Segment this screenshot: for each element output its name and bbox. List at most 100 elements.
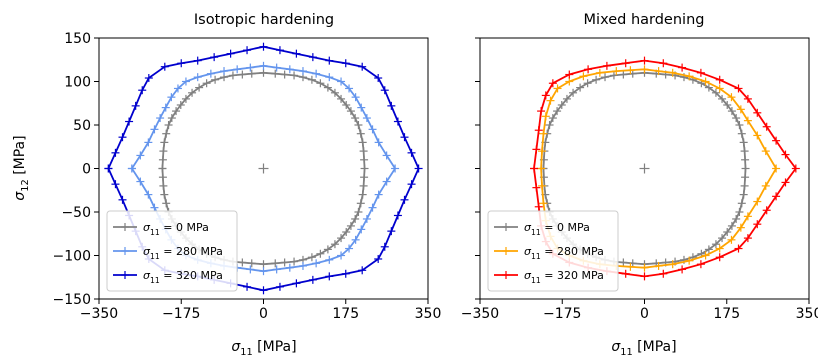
- data-point: [144, 74, 153, 83]
- data-point: [640, 263, 649, 272]
- data-point: [362, 214, 371, 223]
- data-point: [583, 79, 592, 88]
- axis-ticks: −350 −175 0 175 350: [461, 37, 818, 322]
- data-point: [195, 83, 204, 92]
- data-point: [602, 61, 611, 70]
- data-point: [701, 251, 710, 260]
- data-point: [626, 262, 635, 271]
- y-tick-label: 0: [82, 162, 91, 178]
- data-point: [711, 88, 720, 97]
- data-point: [791, 164, 800, 173]
- data-point: [640, 56, 649, 65]
- data-point: [272, 265, 281, 274]
- data-point: [678, 265, 687, 274]
- data-point: [298, 261, 307, 270]
- data-point: [246, 63, 255, 72]
- data-point: [654, 67, 663, 76]
- data-point: [337, 77, 346, 86]
- data-point: [220, 67, 229, 76]
- data-point: [548, 114, 557, 123]
- legend-label: σ11 = 0 MPa: [143, 221, 209, 237]
- data-point: [739, 190, 748, 199]
- data-point: [358, 62, 367, 71]
- chart-title: Isotropic hardening: [194, 12, 334, 28]
- data-point: [193, 56, 202, 65]
- legend-item: σ11 = 280 MPa: [494, 245, 604, 261]
- data-point: [210, 53, 219, 62]
- data-point: [144, 190, 153, 199]
- data-point: [358, 266, 367, 275]
- data-point: [159, 181, 168, 190]
- data-point: [619, 70, 628, 79]
- data-point: [727, 93, 736, 102]
- data-point: [325, 56, 334, 65]
- center-marker: [258, 163, 269, 174]
- data-point: [640, 272, 649, 281]
- data-point: [685, 256, 694, 265]
- data-point: [275, 46, 284, 55]
- y-tick-label: 50: [73, 118, 91, 134]
- data-point: [351, 214, 360, 223]
- data-point: [739, 138, 748, 147]
- data-point: [158, 155, 167, 164]
- data-point: [668, 260, 677, 269]
- data-point: [741, 155, 750, 164]
- data-point: [243, 282, 252, 291]
- data-point: [541, 91, 550, 100]
- data-point: [259, 267, 268, 276]
- data-point: [565, 70, 574, 79]
- data-point: [737, 199, 746, 208]
- data-point: [362, 114, 371, 123]
- y-tick-label: 100: [64, 75, 91, 91]
- data-point: [172, 107, 181, 116]
- data-point: [659, 269, 668, 278]
- x-tick-label: −175: [162, 306, 200, 322]
- data-point: [131, 101, 140, 110]
- data-point: [111, 180, 120, 189]
- data-point: [259, 61, 268, 70]
- legend-item: σ11 = 0 MPa: [113, 221, 209, 237]
- data-point: [621, 59, 630, 68]
- data-point: [167, 114, 176, 123]
- data-point: [342, 228, 351, 237]
- data-point: [316, 249, 325, 258]
- data-point: [740, 147, 749, 156]
- data-point: [678, 63, 687, 72]
- legend-label: σ11 = 280 MPa: [524, 245, 604, 261]
- data-point: [704, 245, 713, 254]
- data-point: [259, 260, 268, 269]
- data-point: [727, 107, 736, 116]
- data-point: [762, 122, 771, 131]
- data-point: [316, 79, 325, 88]
- data-point: [595, 68, 604, 77]
- data-point: [285, 263, 294, 272]
- data-point: [360, 155, 369, 164]
- data-point: [341, 59, 350, 68]
- x-tick-label: −350: [80, 306, 118, 322]
- legend: σ11 = 0 MPa σ11 = 280 MPa σ11 = 320 MPa: [487, 210, 619, 292]
- data-point: [534, 202, 543, 211]
- data-point: [374, 74, 383, 83]
- data-point: [741, 164, 750, 173]
- data-point: [537, 164, 546, 173]
- data-point: [569, 88, 578, 97]
- data-point: [626, 66, 635, 75]
- data-point: [243, 46, 252, 55]
- legend: σ11 = 0 MPa σ11 = 280 MPa σ11 = 320 MPa: [106, 210, 238, 292]
- data-point: [414, 164, 423, 173]
- x-tick-label: −175: [543, 306, 581, 322]
- data-point: [351, 235, 360, 244]
- data-point: [743, 116, 752, 125]
- data-point: [723, 100, 732, 109]
- data-point: [579, 72, 588, 81]
- data-point: [271, 259, 280, 268]
- center-marker: [639, 163, 650, 174]
- data-point: [374, 190, 383, 199]
- data-point: [181, 77, 190, 86]
- data-point: [360, 164, 369, 173]
- data-point: [292, 279, 301, 288]
- data-point: [380, 242, 389, 251]
- data-point: [202, 79, 211, 88]
- data-point: [735, 208, 744, 216]
- data-point: [118, 133, 127, 142]
